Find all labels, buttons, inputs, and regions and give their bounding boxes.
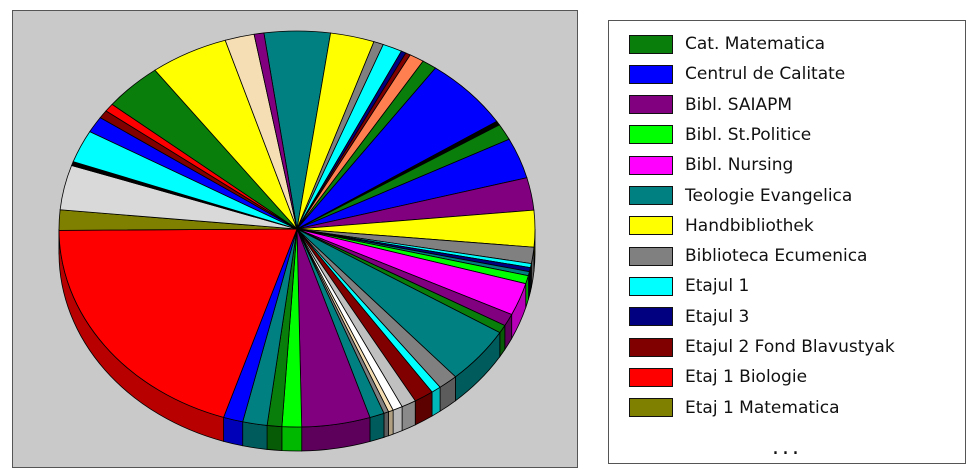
legend-label: Biblioteca Ecumenica	[685, 246, 868, 267]
pie-slice-side	[266, 424, 283, 452]
pie-slice-side	[392, 406, 403, 435]
legend-item: Etaj 1 Matematica	[629, 393, 840, 423]
legend-swatch	[629, 64, 673, 84]
plot-area	[12, 10, 578, 468]
legend-item: Bibl. Nursing	[629, 150, 793, 180]
legend-label: Centrul de Calitate	[685, 64, 846, 85]
pie-slice-side	[383, 411, 389, 438]
pie-slice-side	[281, 426, 303, 452]
legend-swatch	[629, 155, 673, 175]
legend-item: Bibl. St.Politice	[629, 120, 811, 150]
legend-item: Bibl. SAIAPM	[629, 90, 792, 120]
legend-swatch	[629, 95, 673, 115]
pie-chart	[58, 30, 536, 452]
legend-item: Centrul de Calitate	[629, 59, 845, 89]
pie-slice-side	[388, 409, 394, 437]
legend-label: Bibl. St.Politice	[685, 124, 812, 145]
legend-label: Teologie Evangelica	[685, 185, 853, 206]
legend-item: Cat. Matematica	[629, 29, 825, 59]
legend-swatch	[629, 125, 673, 145]
legend-item: Etajul 2 Fond Blavustyak	[629, 332, 895, 362]
legend-label: Bibl. SAIAPM	[685, 94, 793, 115]
legend-label: Cat. Matematica	[685, 34, 826, 54]
legend-label: Etaj 1 Biologie	[685, 367, 808, 388]
pie-slice	[58, 228, 298, 418]
legend-item: Etaj 1 Biologie	[629, 362, 807, 392]
legend-item: Teologie Evangelica	[629, 181, 852, 211]
legend-label: Etajul 2 Fond Blavustyak	[685, 337, 895, 357]
legend-swatch	[629, 337, 673, 357]
legend-swatch	[629, 186, 673, 205]
legend-swatch	[629, 307, 673, 327]
legend-label: Bibl. Nursing	[685, 155, 794, 176]
legend-swatch	[629, 398, 673, 418]
pie-side-wall	[58, 228, 536, 452]
legend-swatch	[629, 276, 673, 296]
pie-slice-side	[242, 421, 268, 450]
legend-more-indicator: ...	[772, 435, 802, 460]
pie-slice-side	[369, 412, 385, 442]
legend-label: Etaj 1 Matematica	[685, 397, 840, 418]
legend-label: Etajul 3	[685, 306, 750, 327]
legend-swatch	[629, 367, 673, 387]
legend: Cat. Matematica Centrul de Calitate Bibl. …	[608, 20, 966, 464]
legend-label: Etajul 1	[685, 276, 750, 297]
legend-item: Etajul 1	[629, 271, 749, 301]
legend-swatch	[629, 246, 673, 266]
legend-item: Handbibliothek	[629, 211, 814, 241]
legend-swatch	[629, 216, 673, 236]
legend-item: Biblioteca Ecumenica	[629, 241, 867, 271]
legend-item: Etajul 3	[629, 302, 749, 332]
legend-label: Handbibliothek	[685, 215, 814, 236]
pie-top	[58, 30, 536, 428]
pie-slice	[253, 32, 298, 230]
legend-swatch	[629, 34, 673, 54]
